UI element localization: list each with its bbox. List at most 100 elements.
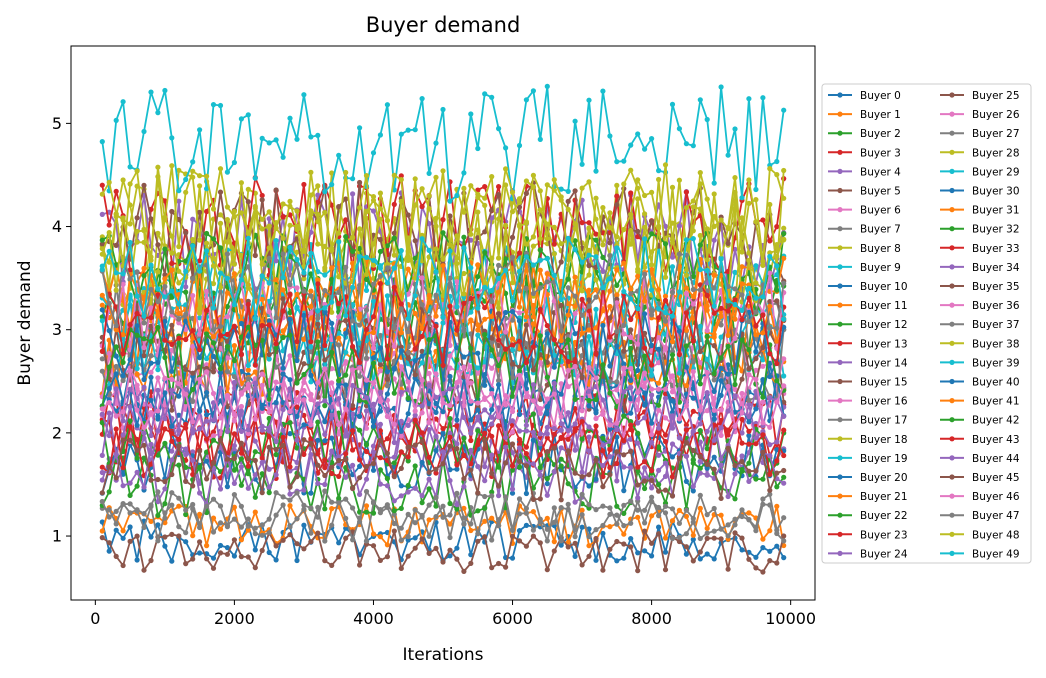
point-buyer-22-92 [739,468,745,474]
point-buyer-18-51 [454,260,460,267]
point-buyer-17-69 [579,341,585,347]
point-buyer-46-70 [586,365,592,371]
point-buyer-24-96 [767,442,773,448]
point-buyer-38-38 [363,271,370,277]
point-buyer-1-89 [718,512,724,518]
point-buyer-13-48 [433,416,439,422]
point-buyer-11-0 [99,302,105,308]
point-buyer-42-7 [148,338,154,345]
point-buyer-35-23 [259,305,265,311]
point-buyer-10-31 [315,437,321,443]
point-buyer-47-48 [433,292,439,298]
point-buyer-44-56 [489,414,495,420]
point-buyer-48-51 [454,255,460,261]
point-buyer-33-84 [683,427,690,433]
point-buyer-38-81 [662,274,669,280]
point-buyer-40-96 [767,373,773,380]
point-buyer-46-12 [183,391,189,397]
point-buyer-45-72 [600,484,606,490]
point-buyer-42-39 [370,360,377,366]
point-buyer-23-96 [767,238,773,244]
point-buyer-19-95 [760,357,766,363]
point-buyer-44-10 [169,387,175,393]
point-buyer-43-23 [259,322,265,329]
point-buyer-34-78 [642,465,648,471]
point-buyer-45-29 [301,437,307,443]
point-buyer-34-49 [440,449,446,455]
point-buyer-33-54 [475,441,481,448]
point-buyer-24-28 [294,459,300,465]
point-buyer-49-19 [231,302,237,308]
point-buyer-47-16 [210,327,217,333]
point-buyer-40-26 [280,365,286,371]
point-buyer-45-96 [767,487,773,493]
point-buyer-5-93 [746,556,752,562]
point-buyer-1-52 [461,505,467,511]
point-buyer-39-36 [350,176,356,182]
point-buyer-12-43 [398,505,404,511]
point-buyer-43-24 [266,322,272,328]
point-buyer-46-22 [252,416,258,422]
point-buyer-5-78 [642,528,648,534]
point-buyer-5-41 [384,554,390,560]
point-buyer-37-92 [739,513,745,520]
point-buyer-7-31 [315,504,321,510]
point-buyer-40-84 [683,364,690,370]
point-buyer-35-57 [496,311,502,317]
point-buyer-7-64 [544,538,550,544]
point-buyer-34-31 [315,480,321,487]
point-buyer-44-8 [155,387,161,393]
point-buyer-26-52 [461,403,467,409]
point-buyer-26-58 [503,402,509,408]
point-buyer-28-39 [370,197,377,203]
point-buyer-5-32 [322,558,328,564]
point-buyer-46-52 [461,364,467,370]
point-buyer-44-93 [746,413,752,420]
point-buyer-49-2 [113,270,119,276]
point-buyer-40-7 [148,360,154,366]
point-buyer-42-87 [704,333,710,339]
point-buyer-30-2 [113,371,119,377]
point-buyer-18-13 [190,237,196,243]
point-buyer-27-19 [231,374,237,380]
point-buyer-43-22 [252,362,258,368]
point-buyer-20-47 [426,401,432,407]
point-buyer-48-60 [516,223,523,229]
point-buyer-7-91 [732,522,738,528]
point-buyer-47-67 [565,285,571,291]
point-buyer-31-62 [530,314,537,320]
point-buyer-45-19 [231,455,237,462]
point-buyer-40-77 [635,367,641,373]
point-buyer-45-67 [565,448,571,454]
point-buyer-49-31 [315,308,321,314]
point-buyer-48-29 [301,239,307,245]
point-buyer-42-89 [718,355,724,361]
point-buyer-45-51 [454,446,460,452]
point-buyer-40-41 [384,369,390,375]
point-buyer-1-79 [649,513,655,519]
point-buyer-14-39 [370,208,377,214]
point-buyer-10-59 [509,490,516,496]
point-buyer-47-31 [315,315,321,321]
point-buyer-16-59 [509,429,516,435]
point-buyer-7-92 [739,507,745,513]
point-buyer-43-71 [593,351,599,357]
point-buyer-37-82 [669,506,676,512]
point-buyer-23-95 [760,217,766,223]
point-buyer-38-40 [377,216,383,222]
point-buyer-46-51 [454,380,460,386]
point-buyer-0-80 [656,524,662,530]
point-buyer-26-67 [565,384,571,390]
point-buyer-49-44 [405,316,411,322]
point-buyer-46-66 [558,414,564,420]
point-buyer-33-10 [169,430,175,436]
point-buyer-34-35 [343,474,349,480]
point-buyer-23-14 [197,258,203,264]
point-buyer-34-23 [259,459,265,466]
point-buyer-5-87 [704,535,710,542]
point-buyer-32-9 [162,246,168,252]
point-buyer-18-8 [155,230,161,236]
point-buyer-40-24 [266,318,272,324]
point-buyer-45-12 [183,478,189,484]
point-buyer-32-30 [308,271,314,277]
